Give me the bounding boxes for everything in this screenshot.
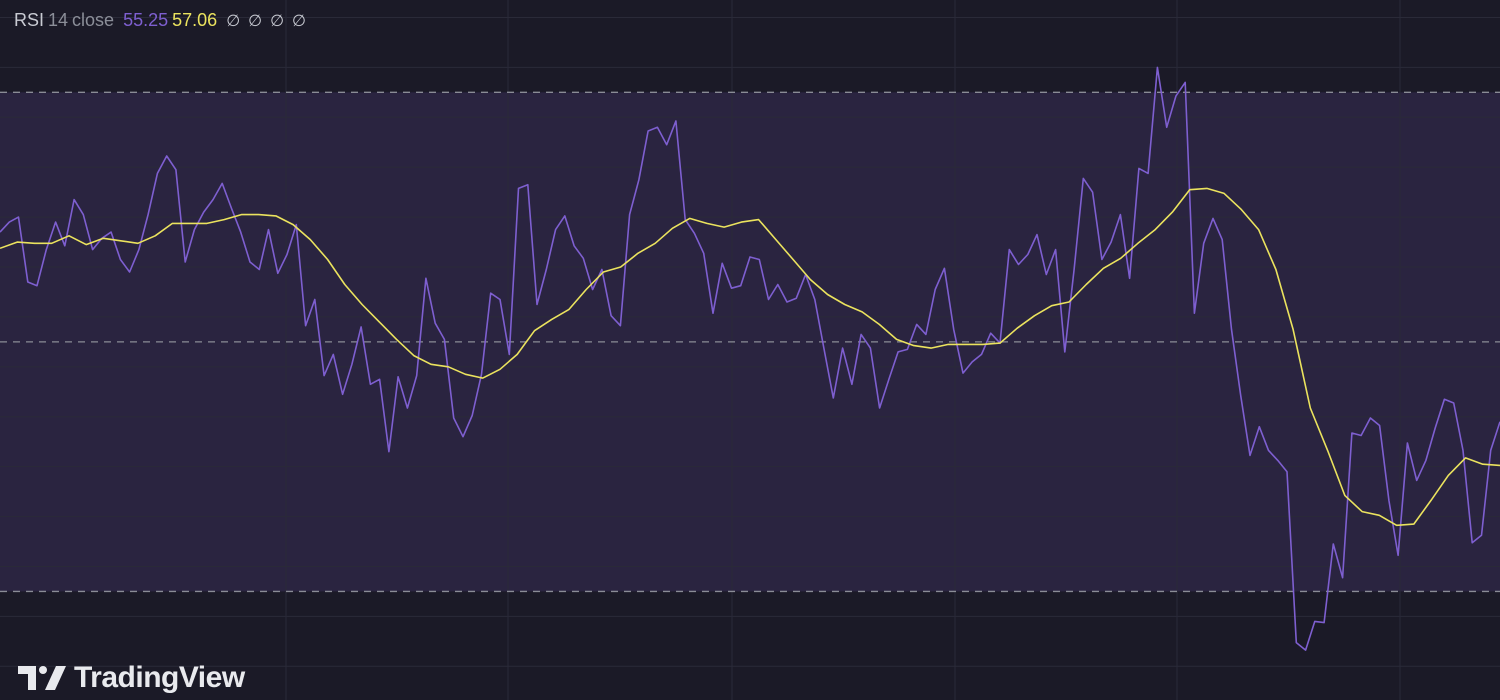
indicator-param: close	[72, 10, 115, 30]
na-mark: ∅	[226, 13, 241, 30]
indicator-legend: RSI 14 close 55.25 57.06 ∅ ∅ ∅ ∅	[14, 10, 314, 31]
indicator-param: 14	[48, 10, 69, 30]
watermark: TradingView	[18, 658, 245, 698]
rsi-value: 55.25	[123, 10, 169, 30]
na-mark: ∅	[248, 13, 263, 30]
watermark-text: TradingView	[74, 661, 245, 694]
series-line	[0, 187, 1500, 527]
logo-icon	[18, 666, 66, 690]
series-line	[0, 66, 1500, 651]
ma-value: 57.06	[172, 10, 218, 30]
na-mark: ∅	[270, 13, 285, 30]
na-mark: ∅	[292, 13, 306, 30]
indicator-name: RSI	[14, 10, 45, 30]
